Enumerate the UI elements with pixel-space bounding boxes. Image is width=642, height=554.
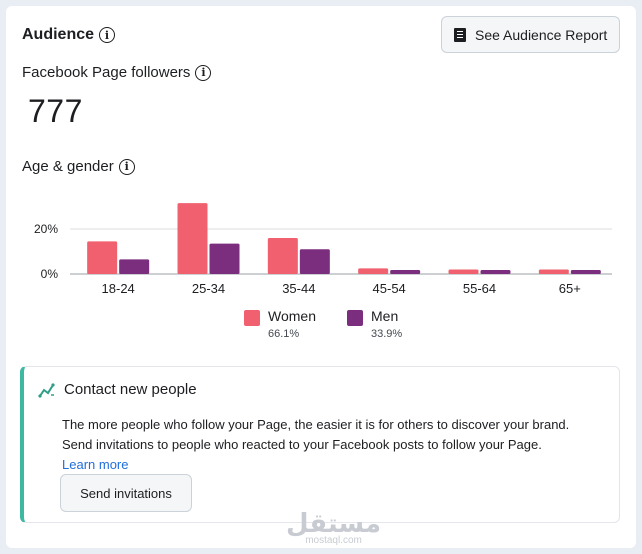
- bar-women-25-34: [177, 203, 208, 274]
- bar-women-55-64: [448, 269, 479, 274]
- contact-line-1: The more people who follow your Page, th…: [62, 417, 570, 432]
- legend-men-swatch: [347, 310, 363, 326]
- x-tick-label: 18-24: [102, 281, 135, 296]
- y-tick-label: 0%: [41, 267, 59, 281]
- x-tick-label: 55-64: [463, 281, 496, 296]
- watermark-latin: mostaql.com: [305, 535, 362, 546]
- legend-women-percent: 66.1%: [268, 328, 300, 340]
- contact-description: The more people who follow your Page, th…: [62, 415, 617, 475]
- watermark: مستقل mostaql.com: [286, 508, 382, 547]
- x-tick-label: 25-34: [192, 281, 225, 296]
- bar-women-35-44: [267, 238, 298, 274]
- learn-more-link[interactable]: Learn more: [62, 457, 129, 472]
- bar-men-35-44: [299, 249, 330, 274]
- info-icon[interactable]: i: [118, 158, 135, 175]
- age-gender-chart: 0% 20% 18-24 25-34 35-44 45-54 55-64 65+: [34, 203, 612, 296]
- audience-header: Audience i: [22, 26, 116, 44]
- legend-men-percent: 33.9%: [371, 328, 403, 340]
- age-gender-label: Age & gender: [22, 158, 114, 175]
- bar-men-25-34: [209, 243, 240, 274]
- contact-new-people-panel: Contact new people The more people who f…: [20, 366, 620, 523]
- see-audience-report-label: See Audience Report: [475, 26, 608, 43]
- bar-women-45-54: [358, 268, 389, 274]
- bar-women-65+: [538, 269, 569, 274]
- bar-men-18-24: [119, 259, 150, 274]
- audience-card: Audience i See Audience Report Facebook …: [6, 6, 636, 548]
- bar-men-45-54: [390, 269, 421, 274]
- age-gender-label-row: Age & gender i: [22, 158, 135, 175]
- followers-label: Facebook Page followers: [22, 64, 191, 81]
- y-tick-label: 20%: [34, 222, 58, 236]
- x-tick-label: 35-44: [282, 281, 315, 296]
- legend-men: Men 33.9%: [347, 308, 402, 340]
- legend-women-label: Women: [268, 308, 316, 324]
- bar-women-18-24: [87, 241, 118, 274]
- contact-header: Contact new people: [38, 381, 197, 398]
- info-icon[interactable]: i: [99, 27, 116, 43]
- book-icon: [454, 27, 466, 42]
- see-audience-report-button[interactable]: See Audience Report: [441, 16, 620, 53]
- x-tick-label: 45-54: [373, 281, 406, 296]
- followers-count: 777: [28, 93, 83, 129]
- audience-title: Audience: [22, 26, 95, 43]
- legend-men-label: Men: [371, 308, 399, 324]
- send-invitations-button[interactable]: Send invitations: [60, 474, 192, 512]
- contact-line-2: Send invitations to people who reacted t…: [62, 437, 542, 452]
- bar-men-65+: [570, 269, 601, 274]
- legend-women-swatch: [244, 310, 260, 326]
- info-icon[interactable]: i: [195, 64, 212, 81]
- bar-men-55-64: [480, 269, 511, 274]
- x-tick-label: 65+: [559, 281, 581, 296]
- trend-icon: [38, 382, 55, 398]
- watermark-arabic: مستقل: [286, 508, 382, 538]
- followers-label-row: Facebook Page followers i: [22, 64, 212, 81]
- legend-women: Women 66.1%: [244, 308, 316, 340]
- contact-title: Contact new people: [64, 381, 197, 398]
